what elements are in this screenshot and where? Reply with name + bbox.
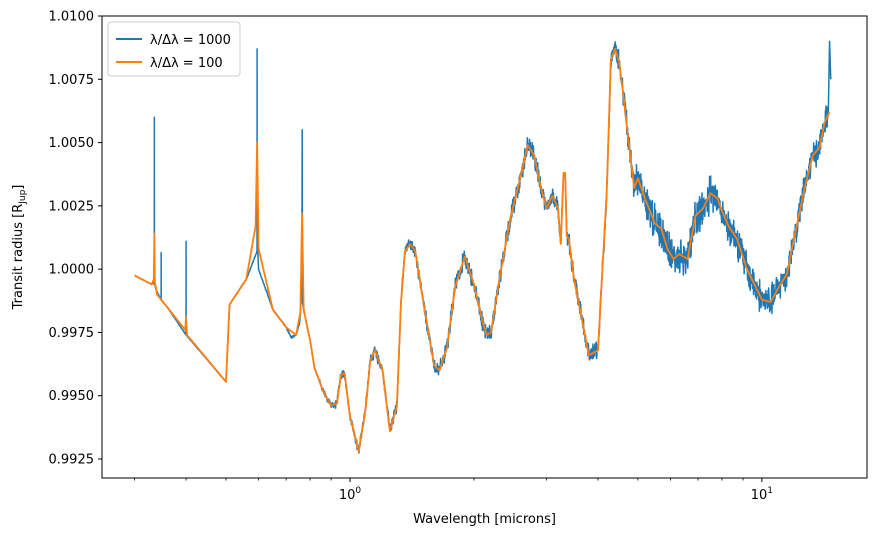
legend: λ/Δλ = 1000 λ/Δλ = 100 — [107, 21, 241, 77]
legend-label: λ/Δλ = 1000 — [150, 33, 231, 48]
y-axis-label-sub: Jup — [18, 189, 28, 204]
y-tick-label: 1.0075 — [49, 73, 95, 88]
y-tick-label: 0.9975 — [49, 326, 95, 341]
y-tick-label: 0.9950 — [49, 389, 95, 404]
y-axis-label-end: ] — [11, 185, 26, 190]
y-tick-label: 1.0025 — [49, 199, 95, 214]
y-tick-label: 1.0050 — [49, 136, 95, 151]
x-tick-label: 100 — [339, 486, 362, 503]
axes: 0.9925 0.9950 0.9975 1.0000 1.0025 1.0050 1.00… — [49, 10, 868, 503]
y-tick-label: 0.9925 — [49, 453, 95, 468]
series-line-2 — [134, 48, 831, 453]
y-tick-label: 1.0000 — [49, 263, 95, 278]
x-tick-label: 101 — [751, 486, 773, 503]
y-axis-label-main: Transit radius [R — [11, 204, 26, 311]
y-axis-label: Transit radius [RJup] — [11, 185, 28, 311]
x-axis-label: Wavelength [microns] — [413, 512, 556, 527]
series-line-1 — [134, 40, 832, 454]
plot-area — [134, 40, 832, 454]
legend-label: λ/Δλ = 100 — [150, 56, 223, 71]
y-tick-label: 1.0100 — [49, 10, 95, 25]
axes-frame — [101, 15, 868, 479]
